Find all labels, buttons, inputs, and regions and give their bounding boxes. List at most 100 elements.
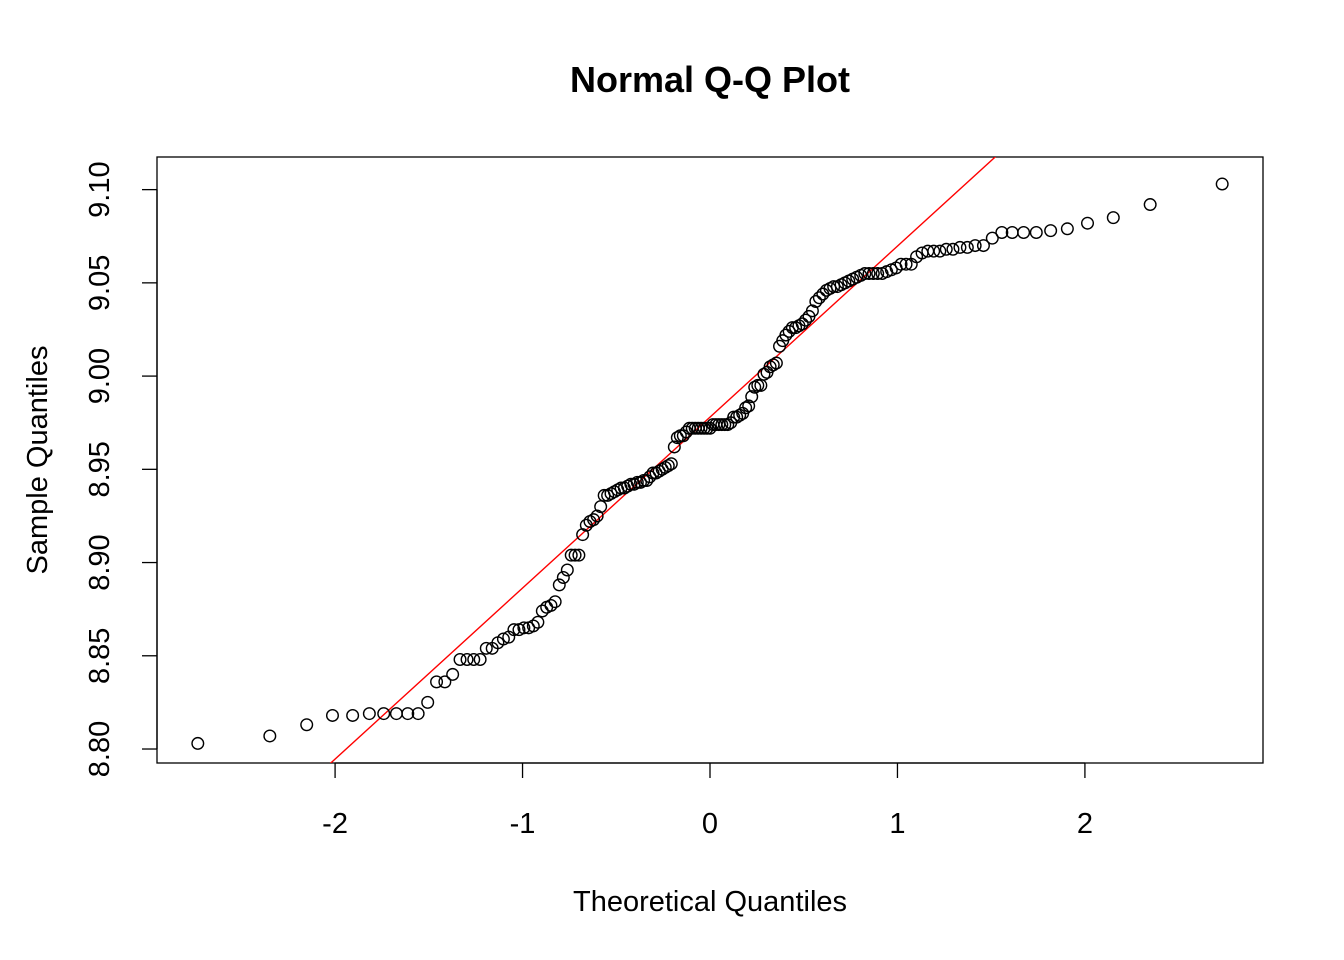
data-point [460,653,474,667]
data-point [1081,216,1095,230]
data-point [727,410,741,424]
data-point [946,242,960,256]
data-points [191,177,1229,750]
data-point [1106,211,1120,225]
y-tick-label: 8.80 [84,721,116,777]
data-point [742,399,756,413]
data-point [389,707,403,721]
data-point [526,619,540,633]
plot-region [191,157,1229,763]
data-point [812,291,826,305]
data-point [637,474,651,488]
x-tick-label: -2 [322,808,348,840]
data-point [697,421,711,435]
data-point [552,578,566,592]
data-point [346,708,360,722]
data-point [191,736,205,750]
data-point [325,708,339,722]
data-point [560,563,574,577]
data-point [718,418,732,432]
data-point [866,267,880,281]
x-axis: -2 -1 0 1 2 [322,762,1093,840]
data-point [751,378,765,392]
data-point [362,707,376,721]
data-point [899,257,913,271]
data-point [1143,198,1157,212]
data-point [782,324,796,338]
data-point [976,239,990,253]
data-point [748,380,762,394]
data-point [377,707,391,721]
data-point [1215,177,1229,191]
data-point [587,513,601,527]
data-point [985,231,999,245]
data-point [858,267,872,281]
data-point [572,548,586,562]
data-point [799,313,813,327]
data-point [795,317,809,331]
data-point [401,707,415,721]
data-point [739,401,753,415]
data-point [661,459,675,473]
data-point [643,470,657,484]
data-point [933,244,947,258]
data-point [624,477,638,491]
data-point [953,240,967,254]
data-point [715,418,729,432]
x-tick-label: 0 [702,808,718,840]
data-point [421,695,435,709]
data-point [805,304,819,318]
data-point [531,615,545,629]
data-point [479,641,493,655]
data-point [548,595,562,609]
data-point [263,729,277,743]
data-point [968,239,982,253]
plot-frame [156,156,1264,764]
data-point [763,360,777,374]
data-point [438,675,452,689]
data-point [507,623,521,637]
y-tick-label: 9.00 [84,348,116,404]
reference-line [329,157,997,763]
y-tick-label: 9.10 [84,161,116,217]
data-point [1029,226,1043,240]
data-point [646,466,660,480]
data-point [995,226,1009,240]
data-point [544,598,558,612]
data-point [430,675,444,689]
y-tick-label: 8.90 [84,534,116,590]
data-point [960,240,974,254]
data-point [568,548,582,562]
x-tick-label: 1 [889,808,905,840]
data-point [473,653,487,667]
data-point [1044,224,1058,238]
data-point [564,548,578,562]
data-point [467,653,481,667]
data-point [590,509,604,523]
data-point [496,632,510,646]
data-point [633,475,647,489]
data-point [411,707,425,721]
data-point [446,667,460,681]
data-point [871,267,885,281]
data-point [827,280,841,294]
x-axis-label: Theoretical Quantiles [573,886,847,918]
x-tick-label: 2 [1077,808,1093,840]
y-axis: 8.80 8.85 8.90 8.95 9.00 9.05 9.10 [84,161,158,777]
y-axis-label: Sample Quantiles [22,346,54,575]
data-point [766,358,780,372]
data-point [694,421,708,435]
data-point [517,621,531,635]
data-point [745,390,759,404]
data-point [862,267,876,281]
data-point [779,328,793,342]
y-tick-label: 9.05 [84,255,116,311]
data-point [664,457,678,471]
data-point [1017,226,1031,240]
y-tick-label: 8.95 [84,441,116,497]
data-point [667,440,681,454]
data-point [769,356,783,370]
data-point [894,257,908,271]
data-point [556,570,570,584]
